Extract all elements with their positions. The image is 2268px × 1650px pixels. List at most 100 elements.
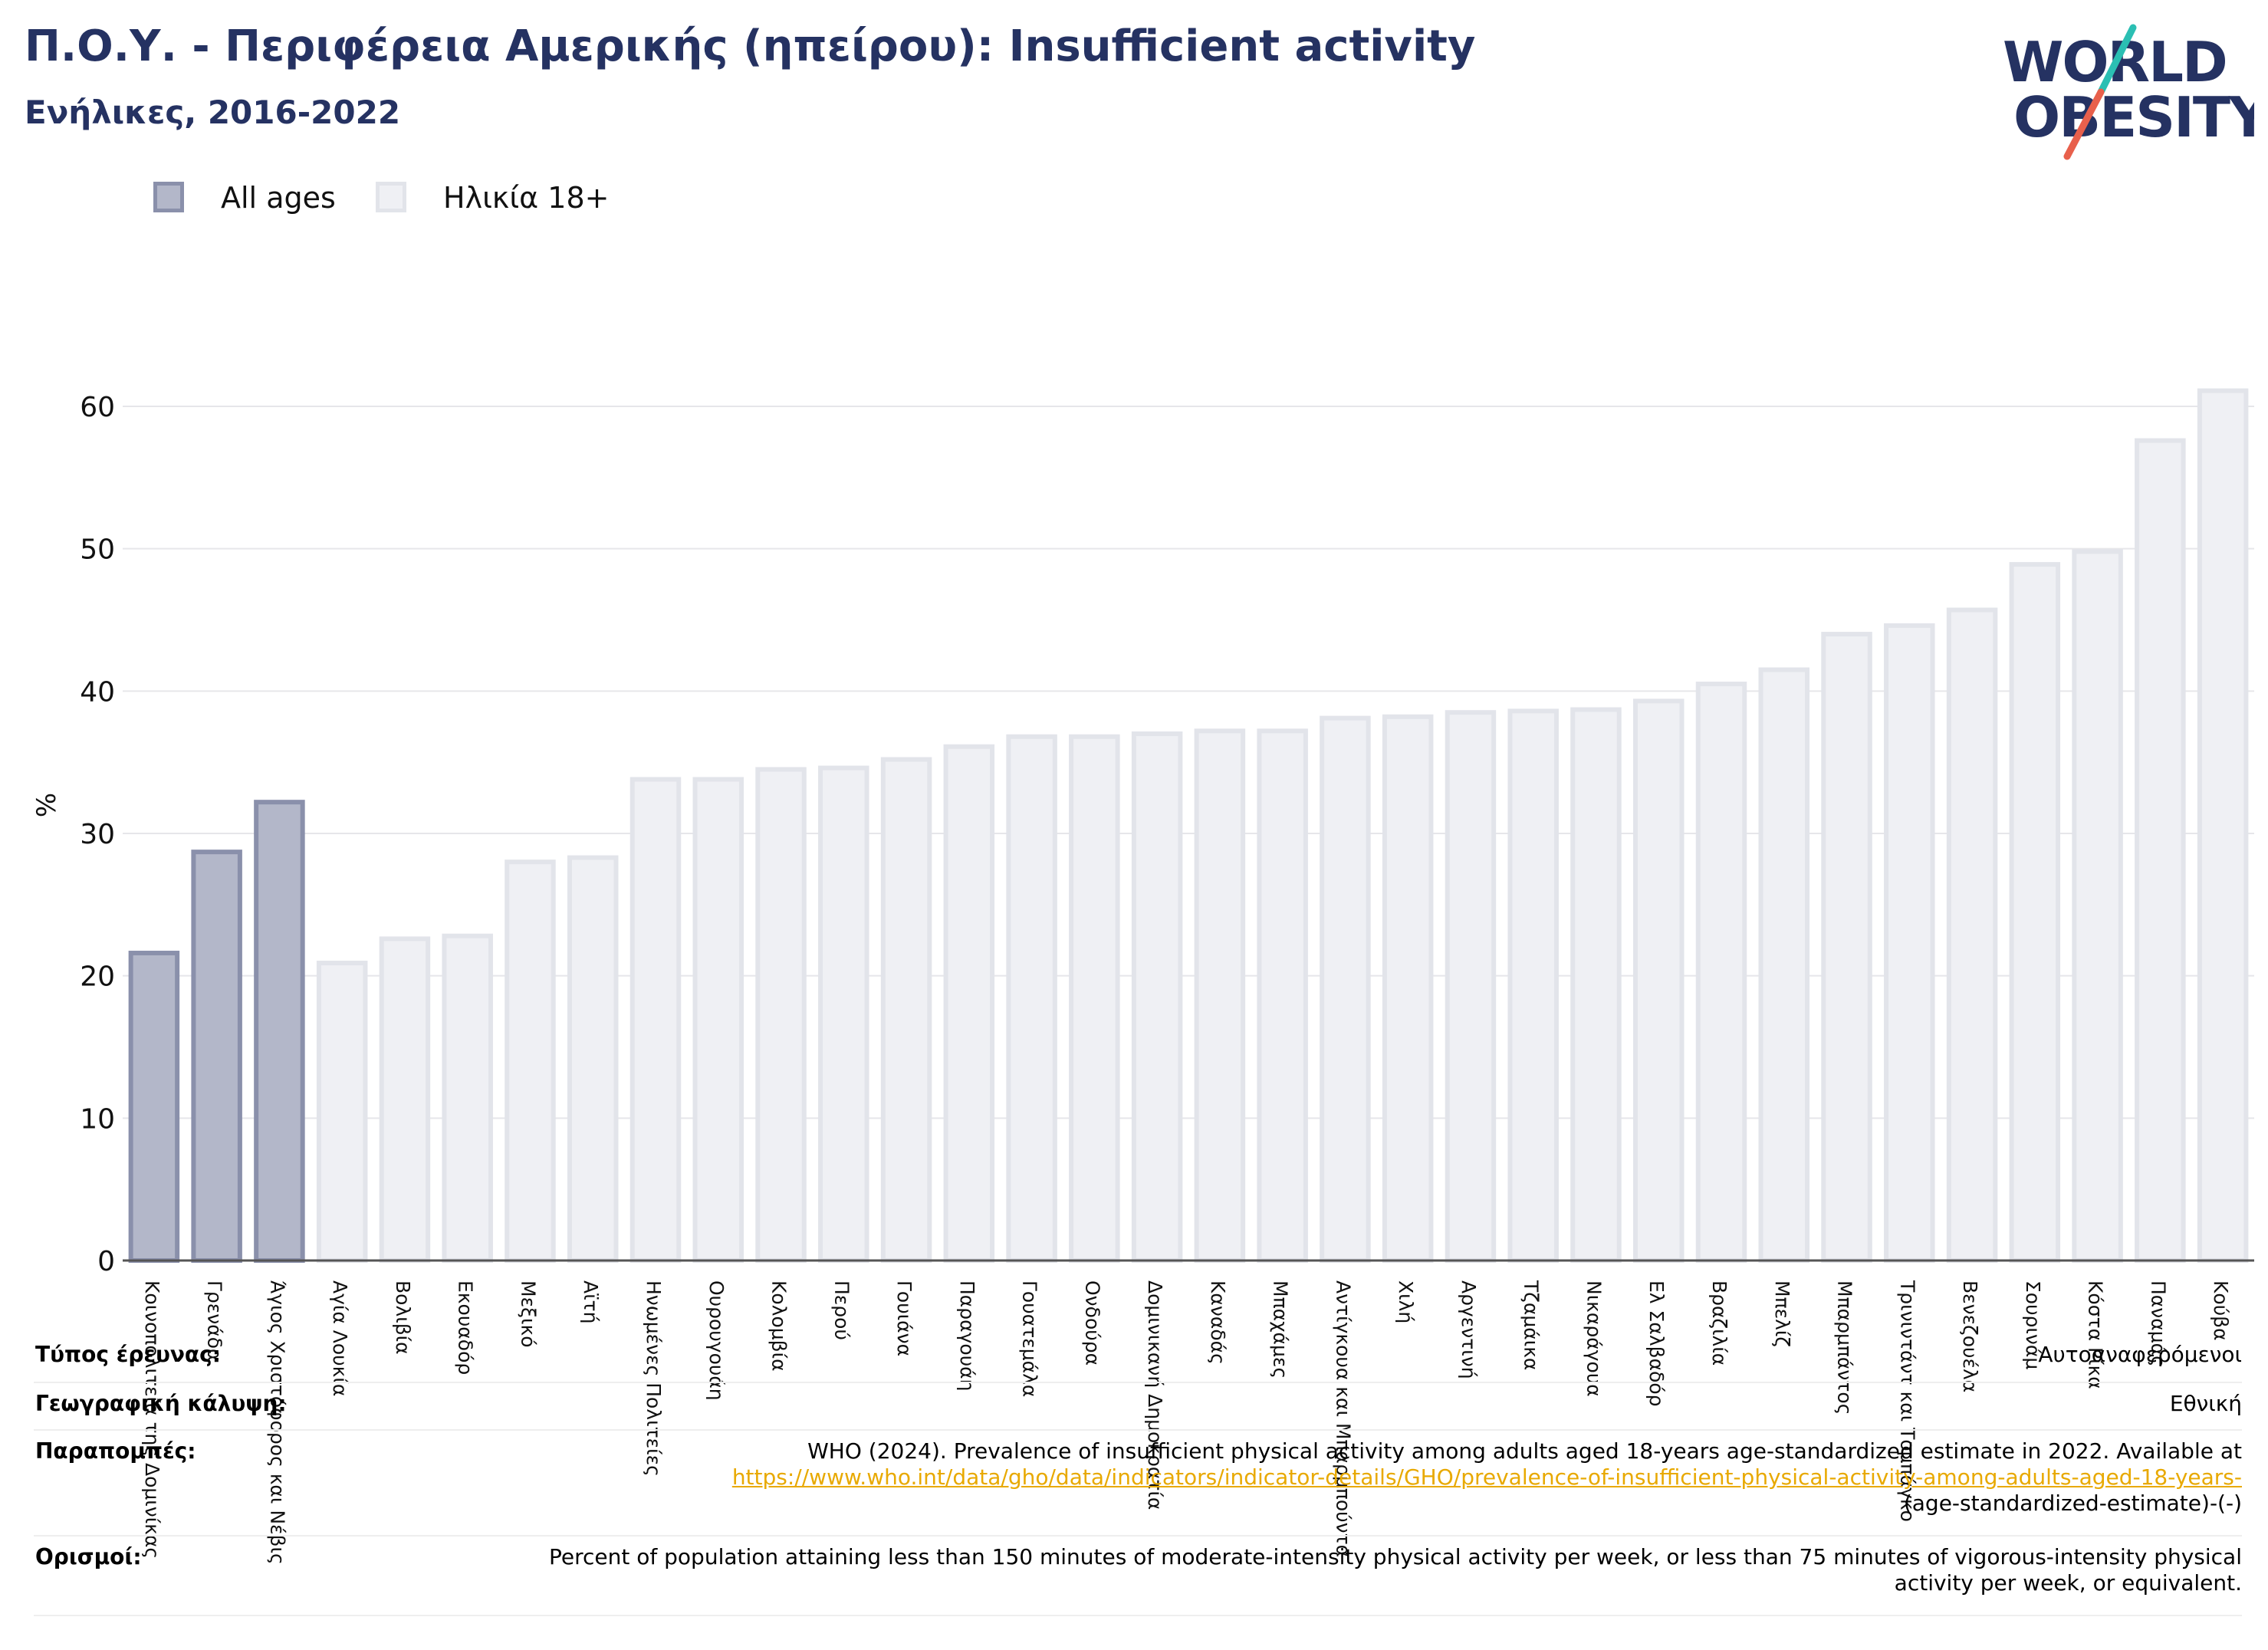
- x-tick-label: Ουρουγουάη: [705, 1280, 728, 1401]
- x-tick-label: Μπαρμπάντος: [1834, 1280, 1856, 1415]
- bar[interactable]: [191, 850, 242, 1264]
- x-tick-label: Εκουαδόρ: [455, 1280, 477, 1375]
- bars: Κοινοπολιτεία της Δομινίκας Γρενάδα Άγιος …: [128, 388, 2249, 1565]
- x-tick-label: Μεξικό: [517, 1280, 539, 1348]
- legend-label-18plus: Ηλικία 18+: [443, 181, 610, 215]
- y-tick-label: 40: [80, 676, 115, 708]
- logo-text-obesity: OBESITY: [2013, 85, 2254, 150]
- bar[interactable]: [880, 757, 932, 1263]
- x-tick-label: Αϊτή: [580, 1280, 602, 1323]
- bar[interactable]: [567, 855, 619, 1263]
- note-value-coverage: Εθνική: [2169, 1391, 2242, 1416]
- bar[interactable]: [1382, 714, 1434, 1263]
- bar[interactable]: [2197, 388, 2249, 1263]
- bar[interactable]: [254, 800, 305, 1263]
- note-label-references: Παραπομπές:: [35, 1438, 196, 1464]
- bar[interactable]: [442, 933, 493, 1264]
- x-tick-label: Χιλή: [1395, 1280, 1417, 1323]
- bar[interactable]: [1758, 667, 1810, 1263]
- bar[interactable]: [1507, 708, 1559, 1263]
- note-label-definitions: Ορισμοί:: [35, 1544, 142, 1569]
- reference-text: WHO (2024). Prevalence of insufficient p…: [807, 1438, 2242, 1464]
- notes-table: Τύπος έρευνας: Αυτοαναφερόμενοι Γεωγραφι…: [34, 1334, 2242, 1616]
- x-tick-label: Γρενάδα: [204, 1280, 226, 1362]
- y-tick-label: 20: [80, 961, 115, 993]
- x-tick-label: Ηνωμένες Πολιτείες: [643, 1280, 665, 1477]
- x-tick-label: Αργεντινή: [1458, 1280, 1480, 1379]
- bar[interactable]: [316, 960, 368, 1263]
- x-tick-label: Κοινοπολιτεία της Δομινίκας: [141, 1280, 163, 1559]
- note-row-survey-type: Τύπος έρευνας: Αυτοαναφερόμενοι: [34, 1334, 2242, 1383]
- x-tick-label: Δομινικανή Δημοκρατία: [1144, 1280, 1166, 1510]
- bar[interactable]: [1006, 734, 1057, 1263]
- bar[interactable]: [1320, 715, 1371, 1263]
- bar[interactable]: [128, 950, 180, 1263]
- bar[interactable]: [1194, 728, 1246, 1263]
- world-obesity-logo: WORLD OBESITY: [2003, 24, 2254, 160]
- y-tick-label: 10: [80, 1103, 115, 1135]
- bar[interactable]: [692, 777, 744, 1263]
- x-tick-label: Ονδούρα: [1081, 1280, 1103, 1366]
- y-axis-ticks: 0 10 20 30 40 50 60: [80, 392, 115, 1277]
- reference-text-end: (age-standardized-estimate)-(-): [1903, 1491, 2242, 1516]
- bar[interactable]: [1570, 707, 1622, 1263]
- logo-slash-top: [2097, 24, 2137, 96]
- bar[interactable]: [379, 936, 431, 1263]
- x-tick-label: Σουρινάμ: [2022, 1280, 2044, 1369]
- note-value-definitions: Percent of population attaining less tha…: [549, 1544, 2242, 1596]
- bar[interactable]: [1069, 734, 1120, 1263]
- x-tick-label: Τρινιντάντ και Τομπάγκο: [1896, 1280, 1918, 1522]
- x-tick-label: Άγιος Χριστόφορος και Νέβις: [266, 1280, 288, 1565]
- x-tick-label: Γουιάνα: [893, 1280, 915, 1356]
- x-tick-label: Τζαμάικα: [1520, 1280, 1543, 1370]
- note-row-definitions: Ορισμοί: Percent of population attaining…: [34, 1537, 2242, 1616]
- y-tick-label: 50: [80, 534, 115, 566]
- x-tick-label: Κούβα: [2210, 1280, 2232, 1341]
- note-value-references: WHO (2024). Prevalence of insufficient p…: [478, 1438, 2242, 1517]
- note-label-coverage: Γεωγραφική κάλυψη:: [35, 1391, 287, 1416]
- bar[interactable]: [505, 860, 556, 1263]
- bar[interactable]: [629, 777, 682, 1263]
- bar[interactable]: [1695, 682, 1747, 1263]
- x-tick-label: Κολομβία: [768, 1280, 791, 1372]
- bar[interactable]: [1131, 731, 1183, 1263]
- bar[interactable]: [1821, 632, 1872, 1263]
- bar[interactable]: [2072, 549, 2123, 1263]
- chart-subtitle: Ενήλικες, 2016-2022: [25, 94, 401, 131]
- x-tick-label: Μπελίζ: [1771, 1280, 1793, 1347]
- bar[interactable]: [1946, 607, 1998, 1263]
- x-tick-label: Μπαχάμες: [1270, 1280, 1292, 1379]
- bar[interactable]: [1884, 623, 1935, 1263]
- y-tick-label: 0: [97, 1246, 115, 1277]
- logo-slash-bottom: [2063, 88, 2105, 160]
- y-axis-label: %: [31, 793, 62, 817]
- bar[interactable]: [1445, 710, 1497, 1263]
- reference-link[interactable]: https://www.who.int/data/gho/data/indica…: [731, 1464, 2242, 1490]
- bar[interactable]: [818, 765, 869, 1263]
- x-tick-label: Περού: [830, 1280, 853, 1340]
- note-row-references: Παραπομπές: WHO (2024). Prevalence of in…: [34, 1431, 2242, 1537]
- x-tick-label: Ελ Σαλβαδόρ: [1645, 1280, 1668, 1407]
- bar[interactable]: [2009, 562, 2061, 1263]
- x-tick-label: Παναμάς: [2147, 1280, 2169, 1367]
- x-tick-label: Καναδάς: [1207, 1280, 1229, 1365]
- x-tick-label: Γουατεμάλα: [1019, 1280, 1041, 1397]
- x-tick-label: Κόστα Ρίκα: [2085, 1280, 2107, 1389]
- bar[interactable]: [1632, 698, 1685, 1263]
- bar[interactable]: [1257, 728, 1308, 1263]
- x-tick-label: Νικαράγουα: [1583, 1280, 1605, 1397]
- note-label-survey-type: Τύπος έρευνας:: [35, 1342, 221, 1367]
- x-tick-label: Βενεζουέλα: [1959, 1280, 1981, 1392]
- bar[interactable]: [755, 767, 807, 1263]
- bar[interactable]: [943, 744, 995, 1263]
- bar[interactable]: [2135, 438, 2186, 1263]
- y-tick-label: 30: [80, 819, 115, 850]
- legend-swatch-18plus: [376, 182, 406, 212]
- x-tick-label: Παραγουάη: [956, 1280, 978, 1392]
- x-tick-label: Αντίγκουα και Μπαρμπούντα: [1332, 1280, 1354, 1557]
- x-tick-label: Βραζιλία: [1708, 1280, 1731, 1366]
- legend-label-all-ages: All ages: [221, 181, 336, 215]
- chart-title: Π.Ο.Υ. - Περιφέρεια Αμερικής (ηπείρου): …: [25, 21, 1476, 71]
- x-tick-label: Βολιβία: [392, 1280, 414, 1355]
